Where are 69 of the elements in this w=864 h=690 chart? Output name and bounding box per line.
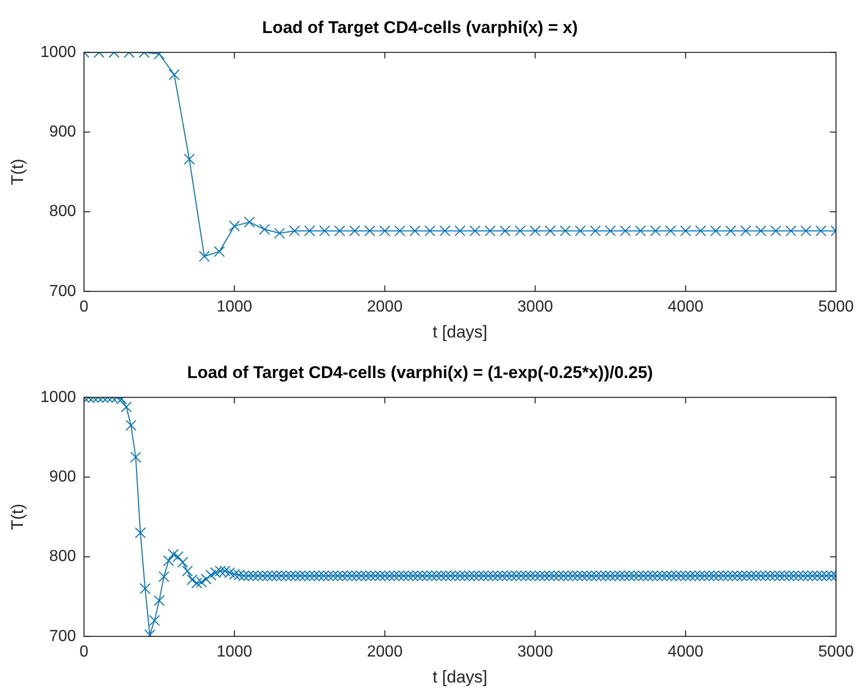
chart-title: Load of Target CD4-cells (varphi(x) = (1-exp(-0.25*x))/0.25) [187, 362, 653, 382]
point [440, 225, 450, 236]
point [665, 225, 676, 236]
point [364, 225, 376, 236]
x-tick-label: 1000 [216, 643, 252, 660]
point [409, 225, 420, 236]
point [650, 225, 661, 236]
point [635, 225, 646, 236]
point [816, 225, 826, 236]
point [725, 225, 736, 236]
x-axis-title: t [days] [432, 667, 488, 686]
point [544, 225, 556, 236]
point [770, 225, 782, 236]
point [394, 225, 406, 236]
point [680, 225, 692, 236]
x-tick-label: 1000 [216, 298, 252, 316]
point [530, 225, 541, 236]
y-tick-label: 700 [49, 628, 76, 645]
point [244, 216, 255, 228]
y-tick-label: 1000 [40, 44, 76, 61]
x-tick-label: 2000 [367, 643, 403, 660]
point [500, 225, 511, 236]
point [319, 225, 330, 236]
x-tick-label: 0 [80, 643, 89, 660]
point [785, 225, 796, 236]
point [198, 250, 210, 262]
y-tick-label: 800 [49, 548, 76, 566]
point [304, 225, 316, 236]
x-tick-label: 0 [80, 298, 89, 316]
point [214, 246, 225, 258]
point [228, 220, 240, 232]
point [349, 225, 360, 236]
point [604, 225, 616, 236]
point [590, 225, 601, 236]
point [184, 154, 195, 165]
x-tick-label: 4000 [668, 643, 704, 660]
y-tick-label: 1000 [40, 388, 76, 406]
point [289, 225, 300, 236]
y-tick-label: 900 [49, 468, 76, 486]
point [514, 225, 526, 236]
x-tick-label: 3000 [517, 643, 554, 660]
point [560, 225, 571, 236]
point [755, 225, 766, 236]
point [454, 225, 466, 236]
y-tick-label: 700 [49, 282, 76, 300]
point [274, 228, 285, 239]
x-tick-label: 5000 [818, 298, 854, 316]
y-axis-title: T(t) [8, 504, 27, 530]
x-tick-label: 5000 [818, 643, 854, 660]
point [484, 225, 496, 236]
point [620, 225, 631, 236]
point [379, 225, 390, 236]
y-tick-label: 900 [49, 123, 76, 140]
point [800, 225, 812, 236]
point [740, 225, 752, 236]
point [259, 224, 270, 235]
point [695, 225, 706, 236]
y-axis-title: T(t) [8, 158, 27, 186]
y-tick-label: 800 [49, 203, 76, 220]
x-axis-title: t [days] [432, 322, 488, 342]
x-tick-label: 4000 [668, 298, 704, 316]
point [574, 225, 586, 236]
x-tick-label: 2000 [367, 298, 403, 316]
point [424, 225, 436, 236]
x-tick-label: 3000 [517, 298, 554, 316]
point [470, 225, 480, 236]
chart-title: Load of Target CD4-cells (varphi(x) = x) [262, 18, 578, 37]
point [710, 225, 722, 236]
point [334, 225, 346, 236]
